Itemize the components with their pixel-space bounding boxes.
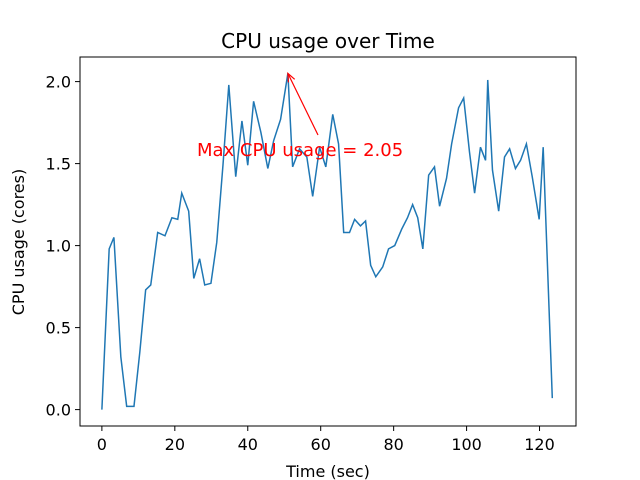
- x-tick-label: 100: [451, 435, 482, 454]
- annotation-arrow: [287, 73, 319, 136]
- x-tick-label: 40: [238, 435, 258, 454]
- x-tick-label: 120: [524, 435, 555, 454]
- x-tick-label: 0: [97, 435, 107, 454]
- y-tick-label: 1.0: [46, 237, 71, 256]
- x-axis-label: Time (sec): [285, 462, 370, 480]
- line: [101, 73, 554, 410]
- x-tick-label: 60: [311, 435, 331, 454]
- plot-frame: [79, 56, 577, 427]
- y-tick-label: 0.0: [46, 401, 71, 420]
- x-tick-label: 80: [383, 435, 403, 454]
- annotation-arrowhead: [287, 72, 296, 83]
- y-tick-label: 0.5: [46, 319, 71, 338]
- y-axis-label: CPU usage (cores): [9, 169, 28, 315]
- chart-title: CPU usage over Time: [221, 29, 435, 53]
- y-tick-label: 2.0: [46, 73, 71, 92]
- annotation-text: Max CPU usage = 2.05: [197, 140, 403, 161]
- y-tick-label: 1.5: [46, 155, 71, 174]
- x-tick-label: 20: [165, 435, 185, 454]
